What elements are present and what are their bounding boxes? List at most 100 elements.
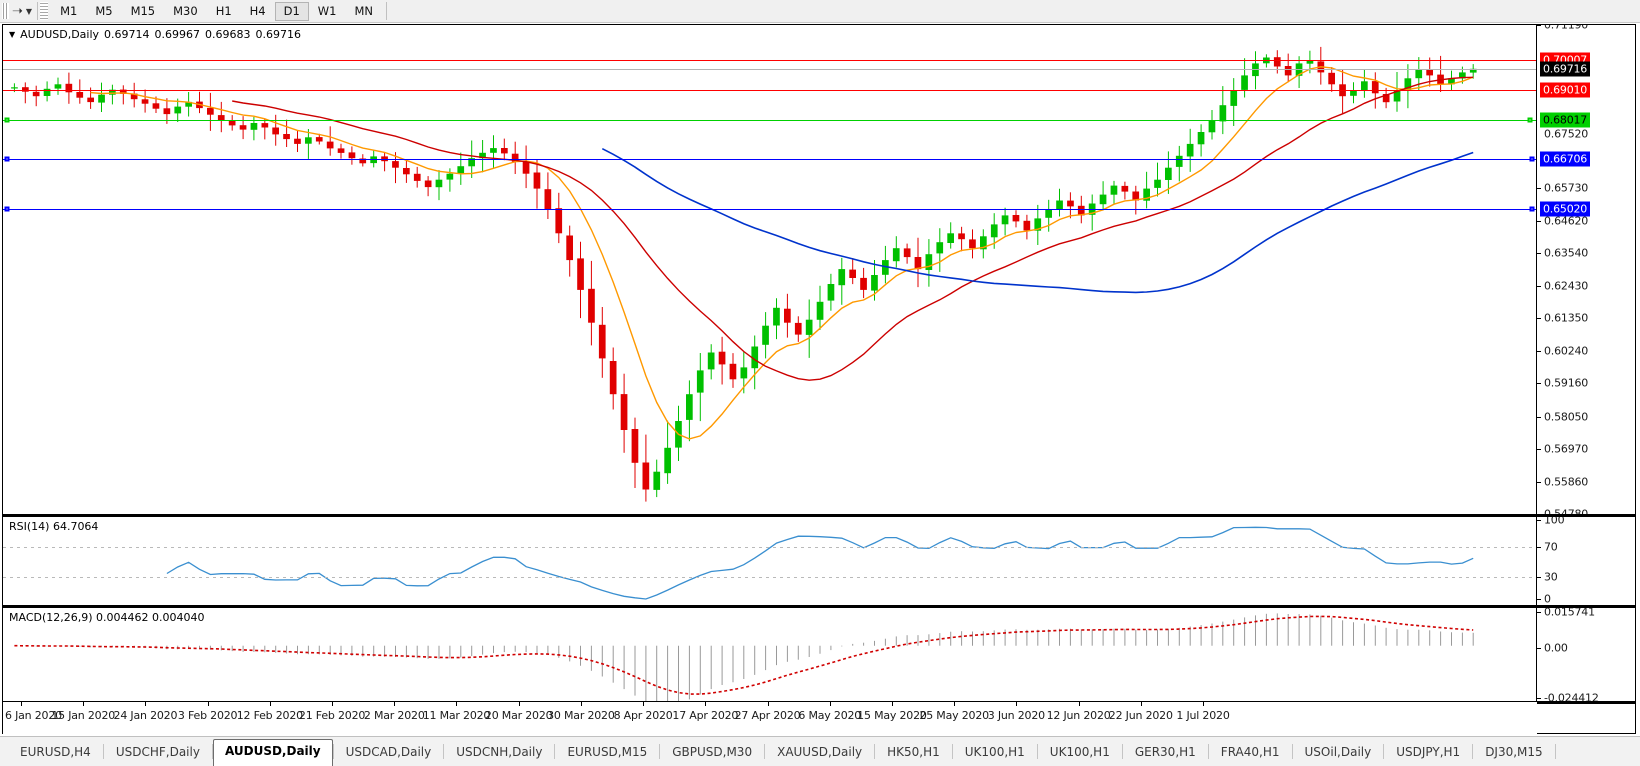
- price-level-label-0.66706[interactable]: 0.66706: [1540, 151, 1591, 167]
- tab-separator: [1554, 744, 1556, 759]
- price-scale[interactable]: 0.71190 0.65730 0.64620 0.63540 0.62430 0.613…: [1536, 25, 1635, 514]
- price-plot[interactable]: [3, 25, 1537, 514]
- price-tick-label: 0.71190: [1544, 25, 1589, 32]
- price-tick: [1537, 481, 1541, 483]
- timeframe-group-grip[interactable]: [40, 2, 49, 20]
- level-anchor-handle[interactable]: [1529, 206, 1535, 212]
- candlestick-series: [11, 46, 1477, 502]
- level-anchor-handle[interactable]: [4, 156, 10, 162]
- rsi-tick: [1537, 547, 1541, 548]
- chart-tabs: EURUSD,H4 USDCHF,Daily AUDUSD,Daily USDCAD,…: [8, 739, 1556, 766]
- toolbar-grip[interactable]: [2, 3, 9, 19]
- price-tick-label: 0.64620: [1544, 214, 1589, 228]
- chart-tab-bar[interactable]: EURUSD,H4 USDCHF,Daily AUDUSD,Daily USDCAD,…: [0, 736, 1640, 766]
- date-tick: [456, 702, 458, 706]
- price-level-label-0.69716[interactable]: 0.69716: [1540, 61, 1591, 77]
- macd-pane[interactable]: 0.015741 0.00 -0.024412 MACD(12,26,9) 0.00…: [3, 608, 1635, 701]
- chart-tab-gbpusd-m30[interactable]: GBPUSD,M30: [672, 745, 753, 759]
- toolbar-separator: [37, 2, 39, 20]
- price-level-line-0.68017[interactable]: [3, 119, 1537, 121]
- pane-divider-macd[interactable]: [3, 605, 1635, 608]
- toolbar-separator-end: [386, 2, 388, 20]
- chart-tab-hk50-h1[interactable]: HK50,H1: [887, 745, 940, 759]
- price-tick-label: 0.58050: [1544, 410, 1589, 424]
- rsi-pane[interactable]: 100 70 30 0 RSI(14) 64.7064: [3, 517, 1635, 605]
- date-tick-label: 1 Jul 2020: [1176, 709, 1230, 722]
- chart-tab-usdcnh-daily[interactable]: USDCNH,Daily: [456, 745, 543, 759]
- chart-tab-uk100-h1[interactable]: UK100,H1: [964, 745, 1025, 759]
- date-tick: [207, 702, 209, 706]
- level-anchor-handle[interactable]: [4, 206, 10, 212]
- chart-tab-uk100-h1[interactable]: UK100,H1: [1049, 745, 1110, 759]
- chart-tab-usoil-daily[interactable]: USOil,Daily: [1304, 745, 1372, 759]
- rsi-label: RSI(14) 64.7064: [9, 520, 99, 533]
- tab-separator: [1291, 744, 1293, 759]
- cursor-tool-button[interactable]: ➝ ▼: [9, 1, 35, 21]
- date-tick: [269, 702, 271, 706]
- tab-separator: [951, 744, 953, 759]
- ohlc-close: 0.69716: [255, 28, 302, 41]
- timeframe-button-m30[interactable]: M30: [173, 3, 198, 18]
- chart-tab-eurusd-m15[interactable]: EURUSD,M15: [567, 745, 648, 759]
- tab-separator: [102, 744, 104, 759]
- date-tick: [954, 702, 956, 706]
- chart-tab-eurusd-h4[interactable]: EURUSD,H4: [20, 745, 91, 759]
- tab-separator: [874, 744, 876, 759]
- price-level-label-0.69010[interactable]: 0.69010: [1540, 82, 1591, 98]
- date-tick-label: 15 May 2020: [857, 709, 927, 722]
- timeframe-button-m1[interactable]: M1: [60, 3, 78, 18]
- price-level-label-0.65020[interactable]: 0.65020: [1540, 201, 1591, 217]
- price-tick: [1537, 318, 1541, 320]
- date-tick-label: 21 Feb 2020: [298, 709, 366, 722]
- rsi-tick-label: 30: [1544, 570, 1558, 584]
- rsi-tick-label: 100: [1544, 517, 1565, 527]
- date-tick-label: 30 Mar 2020: [547, 709, 615, 722]
- chart-tab-usdchf-daily[interactable]: USDCHF,Daily: [115, 745, 200, 759]
- timeframe-button-w1[interactable]: W1: [317, 3, 337, 18]
- macd-tick-label: 0.00: [1544, 641, 1568, 655]
- timeframe-button-h1[interactable]: H1: [215, 3, 232, 18]
- timeframe-button-m15[interactable]: M15: [130, 3, 156, 18]
- price-level-line-0.69010[interactable]: [3, 89, 1537, 91]
- chart-tab-xauusd-daily[interactable]: XAUUSD,Daily: [777, 745, 863, 759]
- chevron-down-icon[interactable]: ▼: [25, 6, 33, 16]
- date-axis[interactable]: 6 Jan 2020 15 Jan 2020 24 Jan 2020 3 Feb 20…: [3, 701, 1537, 734]
- date-tick: [767, 702, 769, 706]
- date-tick: [1140, 702, 1142, 706]
- price-level-line-0.70007[interactable]: [3, 60, 1537, 62]
- tab-separator: [1036, 744, 1038, 759]
- date-tick-label: 15 Jan 2020: [51, 709, 116, 722]
- timeframe-button-h4[interactable]: H4: [249, 3, 266, 18]
- date-tick: [643, 702, 645, 706]
- chart-tab-ger30-h1[interactable]: GER30,H1: [1134, 745, 1196, 759]
- chart-tab-audusd-daily[interactable]: AUDUSD,Daily: [212, 739, 333, 766]
- date-tick-label: 6 Jan 2020: [5, 709, 62, 722]
- date-tick-label: 27 Apr 2020: [734, 709, 801, 722]
- timeframe-button-d1[interactable]: D1: [274, 1, 309, 21]
- chart-tab-fra40-h1[interactable]: FRA40,H1: [1220, 745, 1280, 759]
- price-level-label-0.68017[interactable]: 0.68017: [1540, 112, 1591, 128]
- date-tick-label: 12 Jun 2020: [1046, 709, 1111, 722]
- timeframe-button-mn[interactable]: MN: [354, 3, 374, 18]
- level-anchor-handle[interactable]: [1527, 117, 1533, 123]
- date-tick: [145, 702, 147, 706]
- price-pane[interactable]: 0.71190 0.65730 0.64620 0.63540 0.62430 0.613…: [3, 25, 1635, 514]
- rsi-tick-label: 70: [1544, 540, 1558, 554]
- chart-tab-usdcad-daily[interactable]: USDCAD,Daily: [345, 745, 432, 759]
- pane-divider-rsi[interactable]: [3, 514, 1635, 517]
- chart-area[interactable]: 0.71190 0.65730 0.64620 0.63540 0.62430 0.613…: [2, 24, 1636, 734]
- tab-separator: [554, 744, 556, 759]
- chevron-down-icon[interactable]: ▼: [9, 30, 16, 39]
- date-tick-label: 12 Feb 2020: [236, 709, 303, 722]
- level-anchor-handle[interactable]: [4, 117, 10, 123]
- price-level-line-0.66706[interactable]: [3, 158, 1537, 160]
- macd-plot[interactable]: [3, 608, 1537, 701]
- chart-tab-usdjpy-h1[interactable]: USDJPY,H1: [1396, 745, 1461, 759]
- price-level-line-0.65020[interactable]: [3, 208, 1537, 210]
- chart-tab-dj30-m15[interactable]: DJ30,M15: [1485, 745, 1543, 759]
- timeframe-button-m5[interactable]: M5: [95, 3, 113, 18]
- rsi-plot[interactable]: [3, 517, 1537, 605]
- tab-separator: [211, 744, 213, 759]
- level-anchor-handle[interactable]: [1529, 156, 1535, 162]
